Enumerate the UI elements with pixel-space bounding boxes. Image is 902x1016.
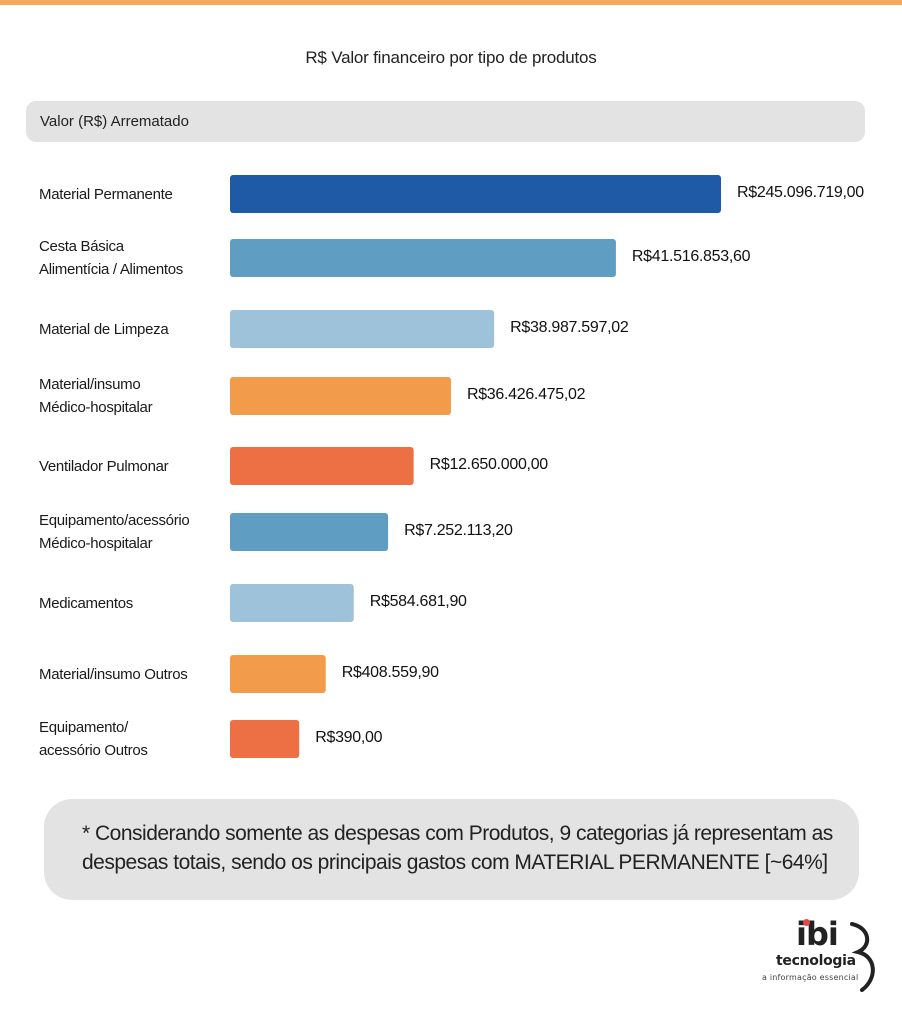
value-label: R$7.252.113,20 xyxy=(404,522,513,539)
value-label: R$41.516.853,60 xyxy=(631,248,751,265)
value-label: R$38.987.597,02 xyxy=(510,319,629,336)
bar-chart-svg xyxy=(230,175,721,758)
logo-curve-icon xyxy=(850,922,875,992)
value-label: R$390,00 xyxy=(315,729,383,746)
bar xyxy=(230,310,495,348)
bar xyxy=(230,175,721,213)
chart-title: R$ Valor financeiro por tipo de produtos xyxy=(305,48,597,67)
bar xyxy=(230,584,354,622)
top-accent-stripe xyxy=(0,0,902,5)
category-label: Equipamento/ acessório Outros xyxy=(39,719,148,759)
value-label: R$36.426.475,02 xyxy=(466,386,586,403)
category-label: Equipamento/acessório Médico-hospitalar xyxy=(39,512,190,552)
bar xyxy=(230,513,389,551)
category-label: Material/insumo Médico-hospitalar xyxy=(39,376,153,416)
category-label: Material de Limpeza xyxy=(39,320,169,338)
value-label: R$408.559,90 xyxy=(341,664,439,681)
value-label: R$245.096.719,00 xyxy=(737,184,864,201)
category-label: Medicamentos xyxy=(39,594,133,612)
bar xyxy=(230,239,616,277)
bar-chart: Material Permanente R$245.096.719,00 Cesta… xyxy=(39,175,864,759)
logo-dot-accent xyxy=(803,919,810,926)
note-box: * Considerando somente as despesas com P… xyxy=(44,799,859,900)
bar xyxy=(230,720,300,758)
note-text: * Considerando somente as despesas com P… xyxy=(82,822,833,874)
category-label: Ventilador Pulmonar xyxy=(39,457,169,475)
bar xyxy=(230,655,326,693)
logo-tagline: tecnologia xyxy=(776,953,856,969)
value-label: R$12.650.000,00 xyxy=(429,456,549,473)
bar xyxy=(230,447,414,485)
category-label: Cesta Básica Alimentícia / Alimentos xyxy=(39,238,183,278)
series-header-label: Valor (R$) Arrematado xyxy=(40,113,189,130)
category-label: Material Permanente xyxy=(39,185,173,203)
category-label: Material/insumo Outros xyxy=(39,665,188,683)
value-label: R$584.681,90 xyxy=(369,593,467,610)
bar xyxy=(230,377,451,415)
series-header-bar: Valor (R$) Arrematado xyxy=(26,101,865,142)
logo-subtagline: a informação essencial xyxy=(762,973,859,982)
company-logo: ibi tecnologia a informação essencial xyxy=(756,915,886,998)
